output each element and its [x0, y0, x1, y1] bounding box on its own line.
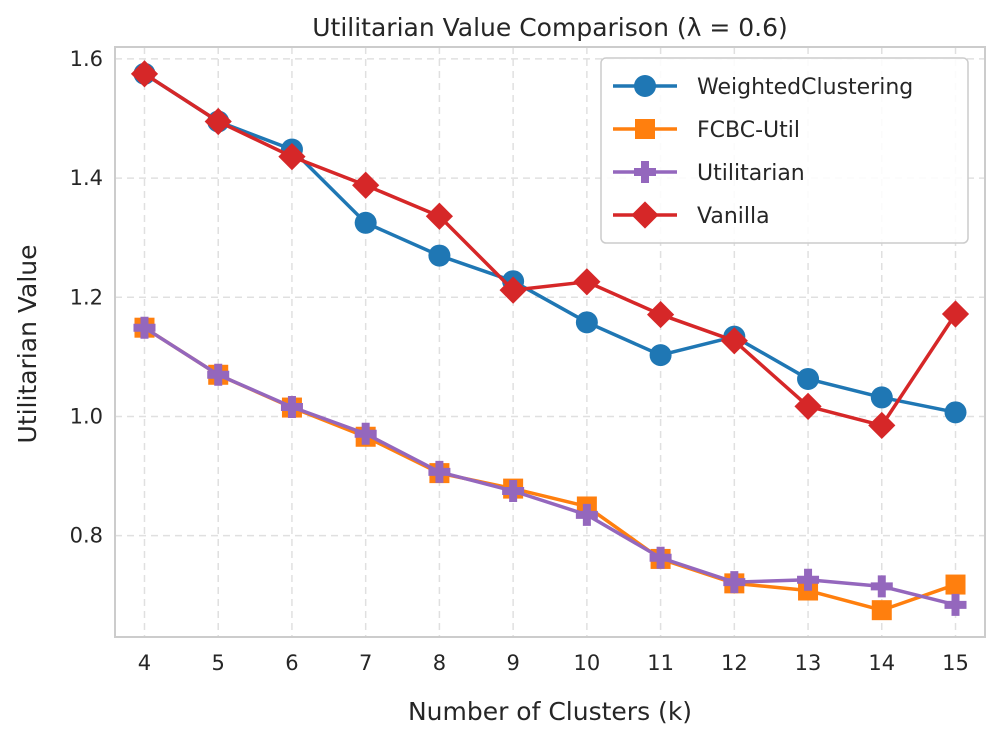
x-tick-label: 9: [506, 651, 519, 675]
x-tick-label: 14: [868, 651, 895, 675]
x-tick-label: 11: [647, 651, 674, 675]
x-tick-label: 6: [285, 651, 298, 675]
plus-marker: [280, 395, 303, 418]
square-marker: [945, 574, 966, 595]
diamond-marker: [573, 268, 601, 296]
plus-marker: [944, 593, 967, 616]
plus-marker: [133, 316, 156, 339]
x-tick-label: 12: [721, 651, 748, 675]
legend-label: Vanilla: [697, 204, 770, 229]
x-tick-label: 13: [795, 651, 822, 675]
circle-marker: [428, 244, 451, 267]
plus-marker: [723, 571, 746, 594]
ticks: 4 5 6 7 8 9 10 11 12 13 14 15 0.8 1.0 1.2 1.4 1.6: [70, 47, 969, 675]
plus-marker: [354, 422, 377, 445]
legend-label: Utilitarian: [697, 161, 805, 186]
diamond-marker: [631, 201, 659, 229]
plus-marker: [207, 363, 230, 386]
circle-marker: [797, 367, 820, 390]
diamond-marker: [941, 300, 970, 328]
x-axis-label: Number of Clusters (k): [408, 697, 692, 726]
series-fcbc-util: [134, 317, 966, 621]
series-line: [143, 326, 957, 612]
x-tick-label: 10: [573, 651, 600, 675]
diamond-marker: [352, 171, 380, 199]
series: [130, 60, 970, 621]
y-tick-label: 1.6: [70, 47, 103, 71]
plus-marker: [649, 546, 672, 569]
circle-marker: [634, 75, 656, 97]
x-tick-label: 5: [212, 651, 225, 675]
diamond-marker: [646, 300, 675, 329]
plot-frame: [114, 46, 986, 638]
legend: WeightedClustering FCBC-Util Utilitarian Va…: [600, 57, 969, 244]
x-tick-label: 7: [359, 651, 372, 675]
series-utilitarian: [133, 316, 967, 616]
x-tick-label: 8: [433, 651, 446, 675]
circle-marker: [354, 211, 377, 234]
y-tick-label: 1.2: [70, 285, 103, 309]
circle-marker: [944, 401, 967, 424]
y-axis-label: Utilitarian Value: [13, 244, 42, 443]
series-line: [143, 72, 956, 415]
x-tick-label: 4: [138, 651, 151, 675]
square-marker: [871, 600, 892, 621]
circle-marker: [649, 344, 672, 367]
diamond-marker: [130, 60, 159, 88]
diamond-marker: [425, 202, 454, 230]
series-line: [143, 72, 957, 428]
circle-marker: [575, 311, 598, 334]
plus-marker: [634, 161, 656, 183]
plus-marker: [797, 568, 820, 591]
legend-box: [600, 57, 969, 244]
series-vanilla: [130, 60, 970, 440]
series-line: [143, 326, 956, 607]
legend-label: FCBC-Util: [697, 118, 800, 143]
chart-title: Utilitarian Value Comparison (λ = 0.6): [312, 13, 788, 42]
plus-marker: [575, 503, 598, 526]
diamond-marker: [278, 143, 306, 171]
x-tick-label: 15: [942, 651, 969, 675]
y-tick-label: 1.0: [70, 404, 103, 428]
plus-marker: [870, 575, 893, 598]
diamond-marker: [868, 411, 896, 440]
circle-marker: [870, 386, 893, 409]
diamond-marker: [720, 327, 748, 355]
diamond-marker: [794, 392, 822, 420]
diamond-marker: [204, 107, 232, 136]
plus-marker: [502, 479, 525, 502]
plus-marker: [428, 460, 451, 483]
square-marker: [635, 119, 655, 139]
y-tick-label: 1.4: [70, 166, 103, 190]
diamond-marker: [499, 276, 527, 304]
y-tick-label: 0.8: [70, 524, 103, 548]
legend-label: WeightedClustering: [697, 75, 913, 100]
